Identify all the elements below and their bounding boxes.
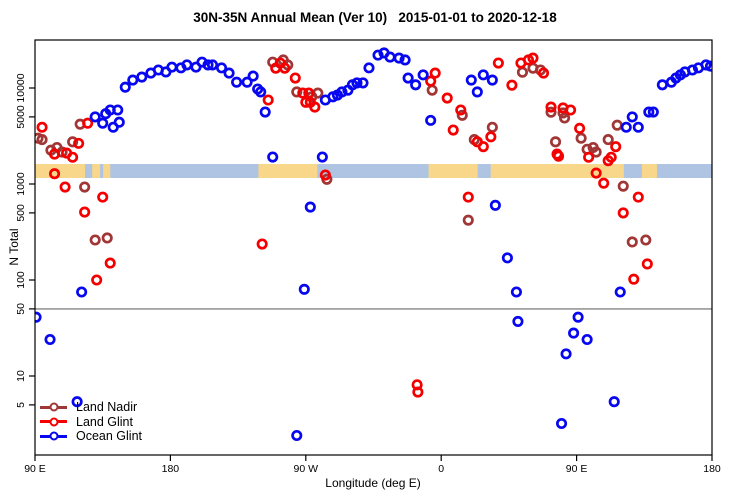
legend: Land Nadir Land Glint Ocean Glint: [40, 400, 142, 444]
land-glint-marker-icon: [40, 416, 67, 427]
svg-text:180: 180: [162, 463, 180, 475]
legend-label: Land Glint: [76, 414, 133, 429]
svg-text:180: 180: [703, 463, 721, 475]
legend-label: Ocean Glint: [76, 429, 143, 443]
svg-text:50: 50: [15, 303, 27, 315]
legend-item-land-glint: Land Glint: [40, 415, 142, 430]
svg-text:0: 0: [438, 463, 444, 475]
ocean-glint-marker-icon: [40, 431, 67, 442]
svg-text:90 W: 90 W: [294, 463, 319, 475]
svg-text:5000: 5000: [15, 105, 27, 129]
svg-text:90 E: 90 E: [24, 463, 46, 475]
svg-text:10000: 10000: [15, 73, 27, 102]
svg-text:5: 5: [15, 402, 27, 408]
legend-item-land-nadir: Land Nadir: [40, 400, 142, 415]
svg-text:100: 100: [15, 271, 27, 289]
svg-text:1000: 1000: [15, 172, 27, 196]
x-axis-label: Longitude (deg E): [325, 476, 421, 490]
svg-text:500: 500: [15, 204, 27, 222]
svg-text:90 E: 90 E: [566, 463, 588, 475]
legend-label: Land Nadir: [76, 400, 138, 414]
y-axis-label: N Total: [7, 228, 21, 266]
land-nadir-marker-icon: [40, 402, 67, 413]
page-title: 30N-35N Annual Mean (Ver 10) 2015-01-01 …: [193, 10, 557, 25]
legend-item-ocean-glint: Ocean Glint: [40, 429, 142, 444]
svg-text:10: 10: [15, 370, 27, 382]
